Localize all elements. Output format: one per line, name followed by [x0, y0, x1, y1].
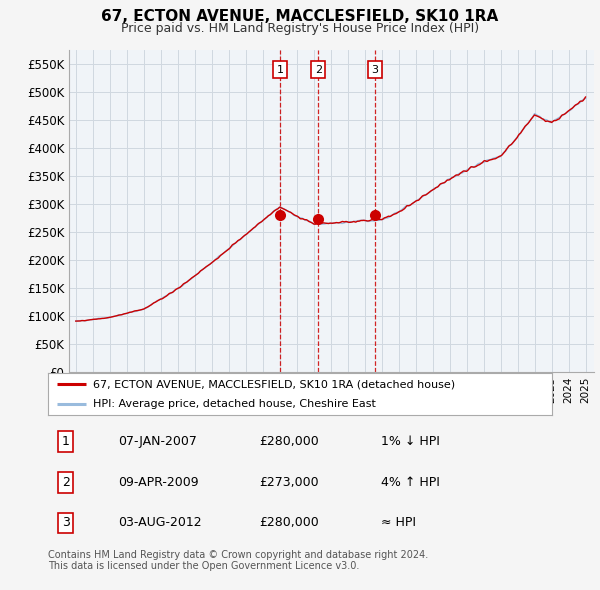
Text: £280,000: £280,000: [260, 516, 319, 529]
Text: HPI: Average price, detached house, Cheshire East: HPI: Average price, detached house, Ches…: [94, 399, 376, 409]
Text: 1: 1: [277, 65, 284, 75]
Text: 1: 1: [62, 435, 70, 448]
Text: Price paid vs. HM Land Registry's House Price Index (HPI): Price paid vs. HM Land Registry's House …: [121, 22, 479, 35]
Text: Contains HM Land Registry data © Crown copyright and database right 2024.
This d: Contains HM Land Registry data © Crown c…: [48, 550, 428, 571]
Text: ≈ HPI: ≈ HPI: [380, 516, 416, 529]
Text: 3: 3: [371, 65, 378, 75]
Text: 2: 2: [314, 65, 322, 75]
Text: 67, ECTON AVENUE, MACCLESFIELD, SK10 1RA (detached house): 67, ECTON AVENUE, MACCLESFIELD, SK10 1RA…: [94, 379, 455, 389]
Text: 03-AUG-2012: 03-AUG-2012: [119, 516, 202, 529]
Text: 3: 3: [62, 516, 70, 529]
Text: 09-APR-2009: 09-APR-2009: [119, 476, 199, 489]
Text: 07-JAN-2007: 07-JAN-2007: [119, 435, 197, 448]
Text: 67, ECTON AVENUE, MACCLESFIELD, SK10 1RA: 67, ECTON AVENUE, MACCLESFIELD, SK10 1RA: [101, 9, 499, 24]
Text: £280,000: £280,000: [260, 435, 319, 448]
Text: 2: 2: [62, 476, 70, 489]
Text: £273,000: £273,000: [260, 476, 319, 489]
Text: 1% ↓ HPI: 1% ↓ HPI: [380, 435, 440, 448]
Text: 4% ↑ HPI: 4% ↑ HPI: [380, 476, 440, 489]
